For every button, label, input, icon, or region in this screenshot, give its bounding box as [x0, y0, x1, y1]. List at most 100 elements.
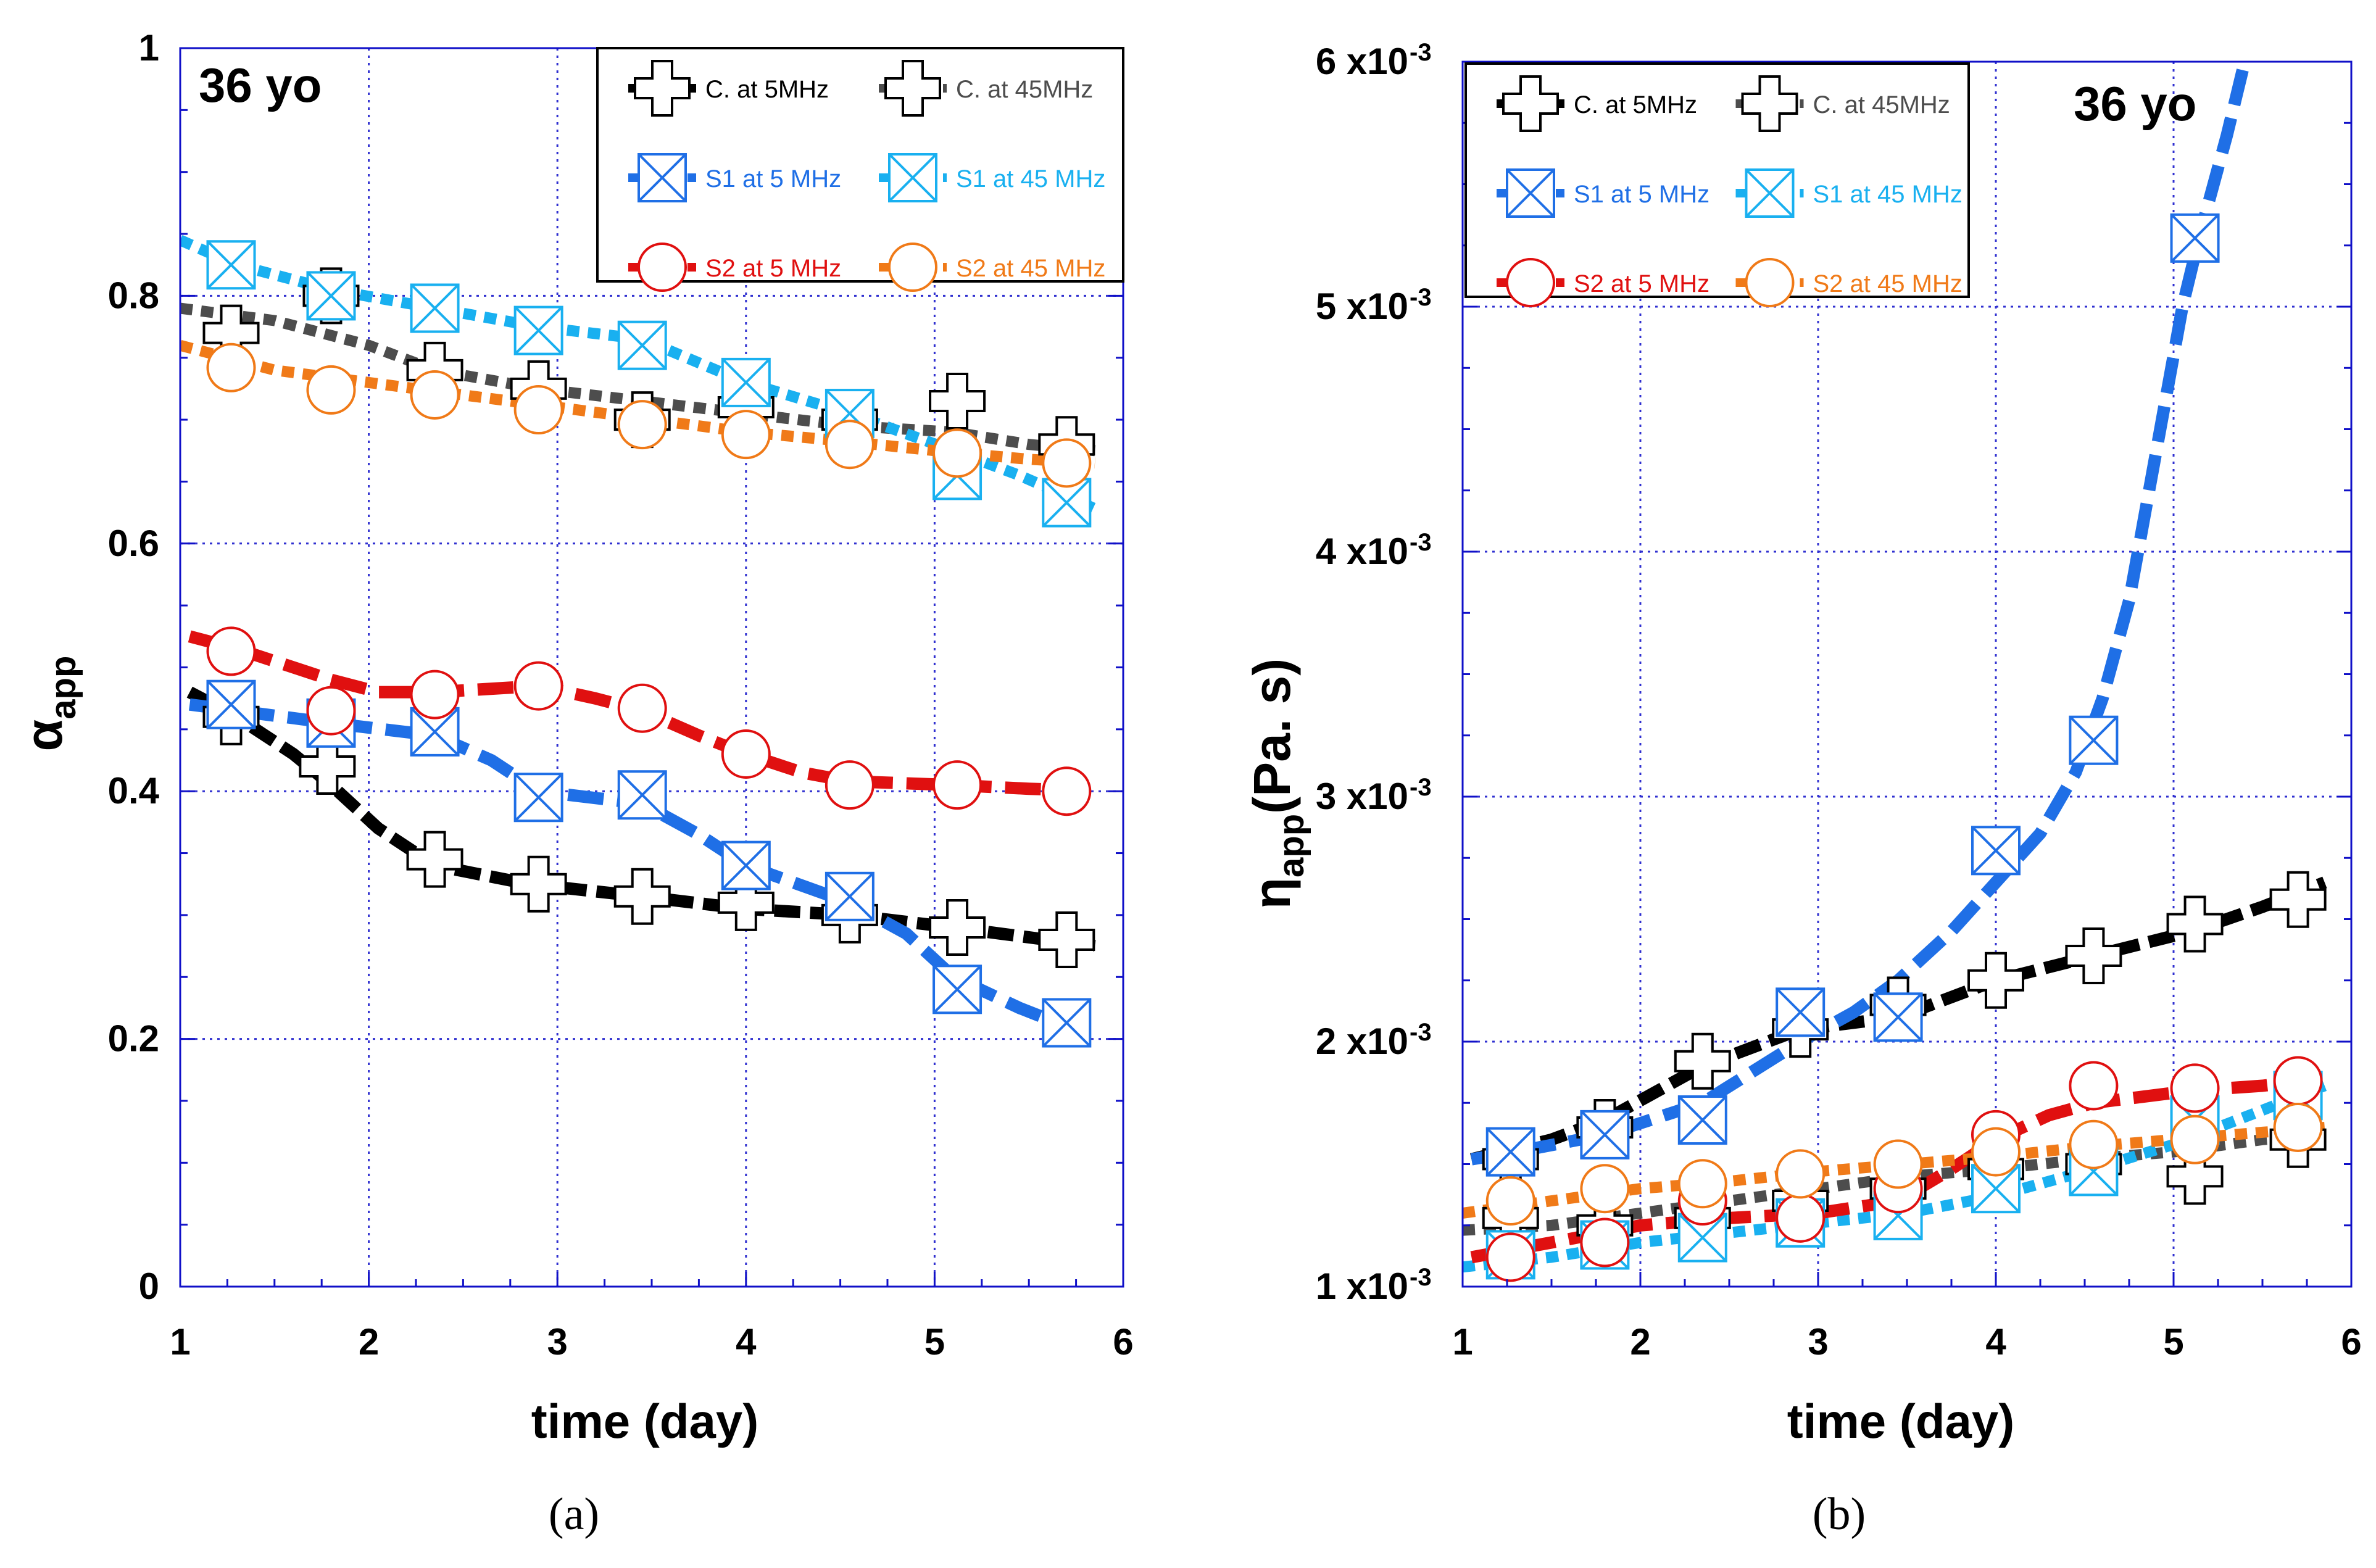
pb-legend-marker-s1_5 — [1506, 168, 1555, 218]
pa-series-s2_5-point-4 — [617, 683, 667, 733]
pa-series-s2_5-point-2-circle — [410, 670, 460, 720]
pa-series-s1_5-point-2-x — [410, 707, 459, 757]
pb-x-tick-label-3: 4 — [1985, 1321, 2006, 1363]
pb-series-s2_45-point-7-circle — [2170, 1114, 2220, 1164]
pa-series-s2_45-point-3-circle — [513, 385, 563, 435]
pb-series-c5-point-7 — [2166, 895, 2224, 953]
panel-b-annotation: 36 yo — [2074, 77, 2196, 131]
pa-x-tick-label-5: 6 — [1113, 1321, 1133, 1363]
pa-series-s2_5-point-4-circle — [617, 683, 667, 733]
pa-legend-item-s1_45: S1 at 45 MHz — [879, 153, 1105, 202]
pa-series-s1_5-point-6-x — [825, 872, 874, 921]
pb-series-s2_5-point-6 — [2069, 1061, 2119, 1111]
pb-series-c5-point-7-shape — [2166, 895, 2224, 953]
pa-legend-marker-s1_45 — [888, 153, 937, 202]
pb-series-s2_5-point-1-circle — [1580, 1217, 1630, 1267]
pa-series-s1_5-point-6 — [825, 871, 874, 921]
pa-legend-marker-c5-shape — [634, 60, 691, 117]
pb-legend-marker-s1_45-x — [1745, 168, 1794, 218]
panel-a-anchor — [0, 0, 1, 1]
pa-legend-marker-s2_5 — [638, 243, 687, 292]
pb-legend-label-c5: C. at 5MHz — [1574, 91, 1697, 118]
pb-legend-marker-c5-shape — [1502, 75, 1559, 132]
pb-series-s2_45-point-6 — [2069, 1119, 2119, 1169]
pb-y-tick-label-4: 5 x10 — [1316, 286, 1408, 327]
pb-series-s2_5-point-7 — [2170, 1063, 2220, 1113]
pa-series-c5-point-1 — [299, 738, 356, 795]
pa-series-s1_45-point-5 — [721, 357, 771, 407]
pa-series-c5-point-3-shape — [510, 855, 567, 913]
pa-legend-marker-c45-shape — [884, 60, 941, 117]
pb-series-s2_5-point-8 — [2273, 1056, 2323, 1106]
pa-series-c5-point-5-shape — [717, 874, 775, 931]
pa-series-s1_45-point-5-x — [721, 358, 771, 407]
pa-legend-marker-s2_5-circle — [638, 243, 687, 292]
pa-series-c5-point-3 — [510, 855, 567, 913]
pb-series-s2_45-point-4-circle — [1873, 1139, 1923, 1189]
pa-series-c5-point-7 — [929, 898, 986, 956]
pb-legend-item-s1_45: S1 at 45 MHz — [1735, 168, 1963, 218]
pa-series-s2_5-point-6-circle — [825, 760, 874, 810]
pb-series-s1_5-point-3 — [1776, 987, 1826, 1037]
panel-b-y-axis-symbol: η — [1243, 877, 1301, 909]
pb-series-s2_5-point-8-circle — [2273, 1056, 2323, 1106]
pa-series-s1_45-point-1-x — [307, 271, 355, 320]
svg-text:ηapp(Pa. s): ηapp(Pa. s) — [1243, 658, 1311, 910]
pa-series-s2_45-point-6-circle — [825, 420, 874, 470]
pb-series-s1_5-point-0 — [1485, 1127, 1535, 1177]
pa-series-s1_5-point-3-x — [514, 773, 563, 822]
pa-series-s2_5-point-0 — [206, 626, 256, 676]
pb-x-tick-label-1: 2 — [1630, 1321, 1650, 1363]
pb-series-s2_45-point-7 — [2170, 1114, 2220, 1164]
pa-series-s1_45-point-3-x — [514, 306, 563, 355]
pb-y-tick-label-2: 3 x10 — [1316, 776, 1408, 817]
pa-series-s1_45-point-1 — [306, 271, 356, 321]
panel-b-y-axis-subscript: app — [1271, 814, 1311, 877]
pa-y-tick-label-5: 1 — [139, 27, 159, 68]
pb-legend-label-c45: C. at 45MHz — [1813, 91, 1950, 118]
pa-x-tick-label-1: 2 — [359, 1321, 379, 1363]
pb-legend-label-s2_45: S2 at 45 MHz — [1813, 270, 1963, 297]
panel-a-chart: 1 2 3 4 5 600.20.40.60.81 36 yo C. at 5MHz C. … — [0, 0, 1134, 1540]
pb-series-s1_5-point-3-x — [1776, 987, 1825, 1037]
pb-y-tick-exponent-0: -3 — [1410, 1264, 1432, 1291]
pa-series-s2_45-point-4-circle — [617, 400, 667, 450]
pa-series-s1_45-line — [180, 234, 1097, 514]
pb-y-tick-exponent-3: -3 — [1410, 529, 1432, 556]
pa-series-s2_45-point-7 — [933, 428, 982, 478]
pb-x-tick-label-5: 6 — [2341, 1321, 2361, 1363]
pb-series-c5-point-5-shape — [1967, 952, 2024, 1009]
pa-series-s2_45-point-7-circle — [933, 428, 982, 478]
pb-series-s2_45-point-0 — [1485, 1176, 1535, 1226]
pb-y-tick-exponent-4: -3 — [1410, 284, 1432, 311]
pb-y-tick-exponent-2: -3 — [1410, 774, 1432, 801]
pb-series-s2_5-point-7-circle — [2170, 1063, 2220, 1113]
pb-legend-item-c5: C. at 5MHz — [1497, 75, 1697, 132]
pa-series-s2_5-point-5 — [721, 729, 771, 779]
pa-legend-marker-c45 — [884, 60, 941, 117]
pb-series-s2_5-point-0 — [1485, 1232, 1535, 1282]
pa-legend-label-s2_45: S2 at 45 MHz — [956, 255, 1105, 282]
pb-series-s2_45-point-8 — [2273, 1102, 2323, 1152]
pb-series-s1_5-point-6-x — [2069, 716, 2118, 765]
pb-series-s2_45-point-8-circle — [2273, 1102, 2323, 1152]
pa-series-s1_5-point-5-x — [721, 841, 771, 890]
panel-b-legend: C. at 5MHz C. at 45MHz S1 at 5 MHz S1 at 45… — [1464, 62, 1970, 307]
pa-series-s1_5-point-5 — [721, 840, 771, 890]
pa-y-tick-label-3: 0.6 — [108, 523, 159, 564]
pa-series-s2_5-point-1 — [306, 686, 356, 736]
pa-legend-item-c45: C. at 45MHz — [879, 60, 1093, 117]
pa-y-tick-label-0: 0 — [139, 1266, 159, 1307]
panel-b-ticks: 1 2 3 4 5 61 x10 -32 x10 -33 x10 -34 x10 -35 x10-… — [1316, 39, 2362, 1363]
pa-series-s1_45-point-0 — [206, 240, 256, 290]
pb-y-tick-exponent-5: -3 — [1410, 39, 1432, 66]
pb-series-c5-point-2 — [1674, 1032, 1731, 1090]
pa-series-s2_5-point-1-circle — [306, 686, 356, 736]
pb-legend-marker-s2_45 — [1745, 258, 1795, 307]
pb-series-s2_45-point-6-circle — [2069, 1119, 2119, 1169]
pa-series-s2_45-point-0-circle — [206, 342, 256, 392]
pb-series-s1_5-point-0-x — [1486, 1127, 1535, 1177]
pa-legend-marker-s2_45 — [888, 243, 937, 292]
pa-series-s2_45-point-4 — [617, 400, 667, 450]
panel-b-caption: (b) — [1813, 1489, 1866, 1540]
